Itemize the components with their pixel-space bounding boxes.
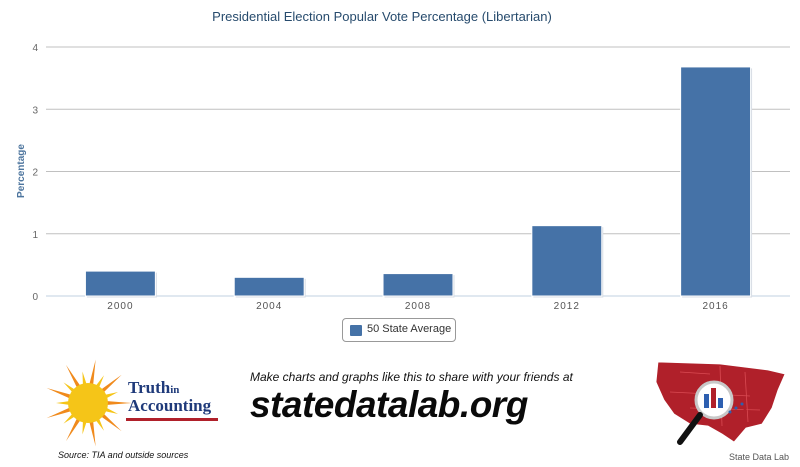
x-tick-label: 2008: [405, 301, 431, 312]
bar-2000[interactable]: [84, 270, 156, 297]
bar-chart: Presidential Election Popular Vote Perce…: [16, 9, 790, 312]
promo-domain[interactable]: statedatalab.org: [250, 384, 528, 425]
legend-swatch: [350, 325, 362, 336]
bar-2016[interactable]: [680, 66, 752, 297]
y-tick-label: 4: [32, 43, 38, 54]
legend[interactable]: 50 State Average: [342, 318, 456, 342]
bar-2004[interactable]: [233, 276, 305, 297]
bar-2012[interactable]: [531, 225, 603, 297]
state-data-lab-logo: [655, 361, 786, 445]
x-axis-ticks: 2000 2004 2008 2012 2016: [107, 301, 728, 312]
x-tick-label: 2012: [554, 301, 580, 312]
truth-in-accounting-logo: Truthin Accounting Source: TIA and outsi…: [40, 348, 220, 466]
sun-icon: [46, 359, 132, 447]
y-tick-label: 3: [32, 105, 38, 116]
tia-line2: Accounting: [128, 396, 212, 415]
bar-2008[interactable]: [382, 273, 454, 297]
y-tick-label: 0: [32, 292, 38, 303]
x-tick-label: 2004: [256, 301, 282, 312]
legend-label: 50 State Average: [367, 323, 452, 335]
chart-title: Presidential Election Popular Vote Perce…: [212, 9, 552, 24]
y-tick-label: 2: [32, 168, 38, 179]
promo-text: Make charts and graphs like this to shar…: [250, 370, 573, 384]
bars: [84, 66, 753, 298]
tia-underline: [126, 418, 218, 421]
y-axis-label: Percentage: [16, 144, 27, 198]
x-tick-label: 2016: [702, 301, 728, 312]
source-note: Source: TIA and outside sources: [58, 450, 189, 460]
gridlines: [46, 46, 790, 297]
state-data-lab-label: State Data Lab: [729, 452, 790, 462]
y-axis-ticks: 0 1 2 3 4: [32, 43, 38, 303]
tia-line1: Truthin: [128, 378, 180, 397]
y-tick-label: 1: [32, 230, 38, 241]
x-tick-label: 2000: [107, 301, 133, 312]
